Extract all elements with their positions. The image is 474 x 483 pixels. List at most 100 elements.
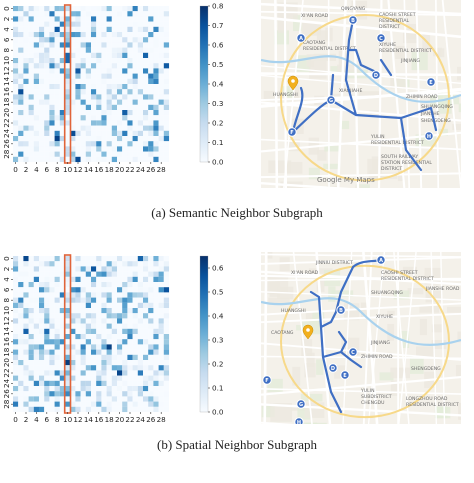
- heatmap-cell: [148, 292, 154, 298]
- heatmap-cell: [75, 396, 81, 402]
- heatmap-cell: [127, 78, 133, 85]
- heatmap-cell: [101, 292, 107, 298]
- heatmap-cell: [96, 104, 102, 111]
- heatmap-cell: [163, 6, 170, 12]
- heatmap-cell: [96, 386, 102, 392]
- heatmap-cell: [85, 396, 92, 402]
- heatmap-cell: [18, 68, 24, 74]
- map-label: XIYUHE: [379, 42, 396, 48]
- heatmap-cell: [33, 287, 40, 293]
- heatmap-cell: [163, 11, 170, 17]
- heatmap-b: 0 2 4 6 8 10 12 14 16 18 20 22 24 26 28024681012141618…: [2, 254, 224, 424]
- map-block: [292, 366, 301, 386]
- heatmap-cell: [101, 334, 107, 340]
- heatmap-cell: [18, 354, 24, 361]
- heatmap-cell: [153, 318, 159, 324]
- heatmap-cell: [70, 401, 76, 407]
- heatmap-cell: [80, 396, 86, 402]
- heatmap-cell: [153, 266, 159, 272]
- heatmap-cell: [153, 276, 159, 283]
- colorbar-tick-label: 0.2: [212, 119, 223, 128]
- map-street: [441, 0, 461, 188]
- heatmap-cell: [132, 339, 138, 345]
- heatmap-cell: [23, 370, 29, 376]
- heatmap-cell: [33, 37, 40, 43]
- heatmap-cell: [59, 63, 66, 69]
- heatmap-cell: [28, 89, 34, 95]
- heatmap-cell: [13, 297, 19, 303]
- heatmap-cell: [117, 73, 123, 79]
- heatmap-cell: [18, 84, 24, 90]
- route-node-label: A: [299, 36, 303, 42]
- heatmap-cell: [106, 42, 112, 48]
- heatmap-cell: [65, 328, 71, 335]
- heatmap-cell: [148, 349, 154, 355]
- heatmap-cell: [148, 11, 154, 17]
- heatmap-cell: [148, 354, 154, 361]
- heatmap-cell: [28, 115, 34, 121]
- heatmap-cell: [111, 266, 118, 272]
- heatmap-cell: [80, 365, 86, 371]
- heatmap-cell: [39, 63, 45, 69]
- heatmap-cell: [101, 256, 107, 262]
- x-tick-label: 6: [45, 415, 50, 424]
- heatmap-cell: [70, 380, 76, 387]
- heatmap-cell: [33, 401, 40, 407]
- heatmap-cell: [96, 136, 102, 142]
- heatmap-cell: [163, 68, 170, 74]
- heatmap-cell: [137, 297, 144, 303]
- map-block: [436, 128, 448, 136]
- heatmap-cell: [101, 401, 107, 407]
- heatmap-cell: [158, 156, 164, 163]
- heatmap-cell: [117, 360, 123, 366]
- heatmap-cell: [54, 63, 60, 69]
- colorbar-tick-label: 0.5: [212, 60, 223, 69]
- heatmap-cell: [80, 6, 86, 12]
- heatmap-cell: [75, 120, 81, 126]
- heatmap-cell: [85, 68, 92, 74]
- heatmap-cell: [75, 89, 81, 95]
- heatmap-cell: [148, 334, 154, 340]
- heatmap-cell: [117, 11, 123, 17]
- heatmap-cell: [80, 354, 86, 361]
- heatmap-cell: [96, 380, 102, 387]
- heatmap-cell: [106, 396, 112, 402]
- heatmap-cell: [18, 396, 24, 402]
- heatmap-cell: [111, 386, 118, 392]
- heatmap-cell: [39, 26, 45, 33]
- heatmap-cell: [49, 6, 55, 12]
- heatmap-cell: [158, 136, 164, 142]
- heatmap-cell: [65, 52, 71, 59]
- map-block: [458, 402, 461, 420]
- heatmap-cell: [111, 21, 118, 27]
- heatmap-cell: [59, 21, 66, 27]
- heatmap-cell: [137, 63, 144, 69]
- heatmap-cell: [122, 125, 128, 131]
- heatmap-cell: [80, 104, 86, 111]
- map-block: [447, 306, 461, 313]
- heatmap-cell: [80, 344, 86, 350]
- heatmap-cell: [39, 78, 45, 85]
- heatmap-cell: [70, 328, 76, 335]
- heatmap-cell: [163, 391, 170, 397]
- heatmap-cell: [137, 115, 144, 121]
- heatmap-cell: [75, 78, 81, 85]
- heatmap-cell: [75, 104, 81, 111]
- heatmap-cell: [163, 344, 170, 350]
- heatmap-cell: [75, 151, 81, 157]
- heatmap-cell: [91, 32, 97, 38]
- heatmap-cell: [23, 360, 29, 366]
- heatmap-cell: [163, 110, 170, 116]
- map-street: [387, 0, 406, 188]
- heatmap-cell: [163, 360, 170, 366]
- heatmap-cell: [106, 73, 112, 79]
- heatmap-cell: [18, 380, 24, 387]
- heatmap-cell: [33, 282, 40, 288]
- heatmap-cell: [80, 11, 86, 17]
- heatmap-cell: [65, 401, 71, 407]
- heatmap-cell: [106, 292, 112, 298]
- heatmap-cell: [18, 6, 24, 12]
- x-tick-label: 14: [84, 165, 94, 174]
- heatmap-cell: [54, 323, 60, 329]
- heatmap-cell: [96, 125, 102, 131]
